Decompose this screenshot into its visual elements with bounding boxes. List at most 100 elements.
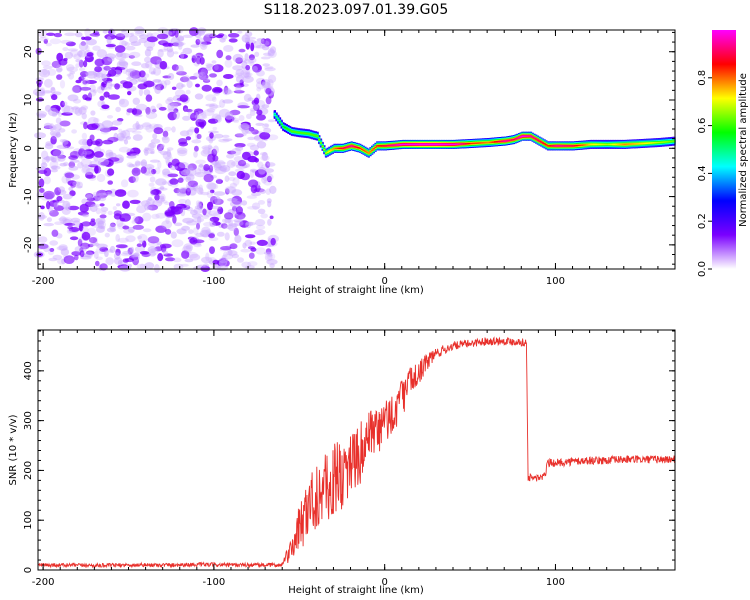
spectrogram-y-ticks: -20 -10 0 10 20 [23,31,675,265]
noise-blob [254,51,260,57]
ridge-cell [487,141,490,144]
noise-blob [133,75,140,79]
noise-blob [87,116,99,126]
y-tick-label: 100 [23,511,34,530]
noise-blob [134,30,145,37]
noise-blob [79,71,89,77]
ridge-cell [412,143,415,146]
noise-blob [82,94,89,100]
noise-blob [68,72,75,80]
noise-blob [225,55,232,61]
noise-blob [62,200,71,210]
noise-blob [105,149,114,157]
noise-blob [89,220,96,227]
ridge-cell [476,142,480,144]
noise-blob [136,124,144,130]
noise-blob [137,83,148,90]
noise-blob [101,104,110,110]
ridge-cell [289,129,292,132]
noise-blob [75,59,82,63]
noise-blob [118,57,126,67]
noise-blob [119,213,131,222]
ridge-cell [338,147,341,150]
noise-blob [195,232,204,238]
noise-blob [122,225,130,230]
ridge-cell [463,143,466,145]
noise-blob [38,37,49,41]
noise-blob [114,45,126,53]
ridge-cell [393,144,396,146]
noise-blob [125,45,136,51]
noise-blob [162,250,169,256]
ridge-cell [557,145,560,147]
ridge-cell [435,143,439,146]
noise-blob [159,243,172,249]
y-tick-label: 400 [23,361,34,380]
noise-blob [53,124,62,131]
noise-blob [212,126,218,131]
noise-blob [38,68,51,78]
noise-blob [121,40,128,46]
noise-blob [95,72,104,78]
ridge-cell [548,145,551,147]
noise-blob [173,51,179,55]
noise-blob [79,250,85,258]
ridge-cell [417,143,420,146]
noise-blob [193,184,200,190]
noise-blob [109,188,117,197]
noise-blob [169,201,175,209]
noise-blob [212,155,219,162]
noise-blob [176,71,187,76]
ridge-cell [509,139,512,141]
noise-blob [43,38,48,44]
noise-blob [252,41,262,49]
ridge-cell [324,152,328,154]
noise-blob [166,149,172,157]
ridge-cell [623,143,627,146]
noise-blob [159,186,165,190]
noise-blob [223,251,228,258]
noise-blob [209,189,215,194]
ridge-cell [628,143,632,145]
noise-blob [191,139,202,144]
ridge-cell [524,135,528,137]
noise-blob [157,253,164,262]
noise-blob [239,220,250,228]
noise-blob [213,164,222,169]
noise-blob [60,100,65,108]
noise-blob [107,210,113,216]
colorbar-gradient [712,30,736,269]
noise-blob [195,118,205,123]
noise-blob [176,192,188,197]
noise-blob [66,73,71,77]
noise-blob [223,224,234,230]
colorbar-label: Normalized spectral amplitude [738,73,749,227]
noise-blob [144,203,150,211]
ridge-cell [529,135,533,137]
ridge-cell [622,143,625,146]
noise-blob [160,144,165,148]
noise-blob [267,200,272,208]
noise-blob [130,32,135,36]
noise-blob [105,190,113,195]
ridge-cell [316,135,319,137]
noise-blob [107,94,120,100]
ridge-cell [333,147,336,150]
snr-series-line [37,336,676,569]
noise-blob [205,252,210,262]
ridge-cell [494,141,497,143]
ridge-cell [441,143,444,146]
noise-blob [116,136,128,142]
noise-blob [267,49,277,59]
noise-blob [219,99,226,108]
noise-blob [158,106,167,111]
noise-blob [252,65,258,73]
noise-blob [81,231,91,241]
noise-blob [99,214,107,219]
noise-blob [259,132,271,140]
noise-blob [234,234,242,244]
noise-blob [256,109,263,116]
noise-blob [85,174,96,179]
noise-blob [225,186,236,194]
noise-blob [184,107,189,112]
